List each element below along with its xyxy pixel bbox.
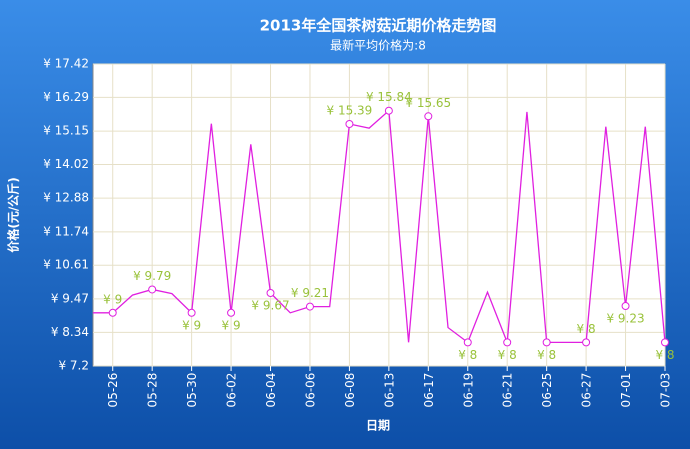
point	[424, 112, 433, 121]
data-label: ¥ 9.21	[291, 286, 329, 300]
point	[227, 308, 236, 317]
point	[148, 285, 157, 294]
data-label: ¥ 15.65	[405, 96, 451, 110]
x-tick-label: 05-28	[146, 373, 160, 408]
y-tick-label: ¥ 12.88	[43, 191, 89, 205]
point	[305, 302, 314, 311]
data-label: ¥ 9	[103, 292, 122, 306]
data-label: ¥ 8	[498, 348, 517, 362]
point	[582, 338, 591, 347]
y-tick-label: ¥ 10.61	[43, 258, 89, 272]
point	[503, 338, 512, 347]
point	[621, 302, 630, 311]
data-label: ¥ 9.23	[606, 312, 644, 326]
chart-subtitle: 最新平均价格为:8	[330, 38, 426, 53]
line	[93, 109, 666, 344]
point	[463, 338, 472, 347]
x-tick-label: 06-27	[580, 373, 594, 408]
point	[345, 119, 354, 128]
data-label: ¥ 8	[537, 348, 556, 362]
x-tick-label: 06-25	[540, 373, 554, 408]
x-tick-label: 06-02	[225, 373, 239, 408]
x-tick-label: 07-01	[619, 373, 633, 408]
x-tick-label: 05-26	[106, 373, 120, 408]
y-tick-label: ¥ 7.2	[58, 359, 89, 373]
y-tick-label: ¥ 17.42	[43, 57, 89, 71]
point	[266, 289, 275, 298]
y-axis-label: 价格(元/公斤)	[6, 177, 21, 252]
y-tick-label: ¥ 11.74	[43, 224, 89, 238]
chart-title: 2013年全国茶树菇近期价格走势图	[260, 17, 497, 35]
point	[187, 308, 196, 317]
data-label: ¥ 9	[182, 318, 201, 332]
x-tick-label: 06-08	[343, 373, 357, 408]
x-axis-label: 日期	[366, 418, 390, 433]
x-tick-label: 06-06	[303, 373, 317, 408]
y-tick-label: ¥ 8.34	[51, 325, 89, 339]
x-tick-label: 07-03	[659, 373, 673, 408]
data-label: ¥ 9.79	[133, 269, 171, 283]
point	[384, 106, 393, 115]
y-tick-label: ¥ 14.02	[43, 157, 89, 171]
x-tick-label: 05-30	[185, 373, 199, 408]
x-tick-label: 06-17	[422, 373, 436, 408]
point	[108, 308, 117, 317]
point	[661, 338, 669, 347]
point	[542, 338, 551, 347]
data-label: ¥ 15.39	[327, 103, 373, 117]
x-tick-label: 06-13	[382, 373, 396, 408]
data-label: ¥ 15.84	[366, 90, 412, 104]
plot-area	[92, 63, 666, 367]
x-tick-label: 06-04	[264, 373, 278, 408]
data-label: ¥ 8	[458, 348, 477, 362]
x-tick-label: 06-21	[501, 373, 515, 408]
y-tick-label: ¥ 9.47	[51, 291, 89, 305]
data-label: ¥ 8	[655, 348, 674, 362]
x-tick-label: 06-19	[461, 373, 475, 408]
data-label: ¥ 9	[222, 318, 241, 332]
y-tick-label: ¥ 16.29	[43, 90, 89, 104]
data-label: ¥ 9.67	[251, 299, 289, 313]
data-label: ¥ 8	[577, 322, 596, 336]
y-tick-label: ¥ 15.15	[43, 124, 89, 138]
